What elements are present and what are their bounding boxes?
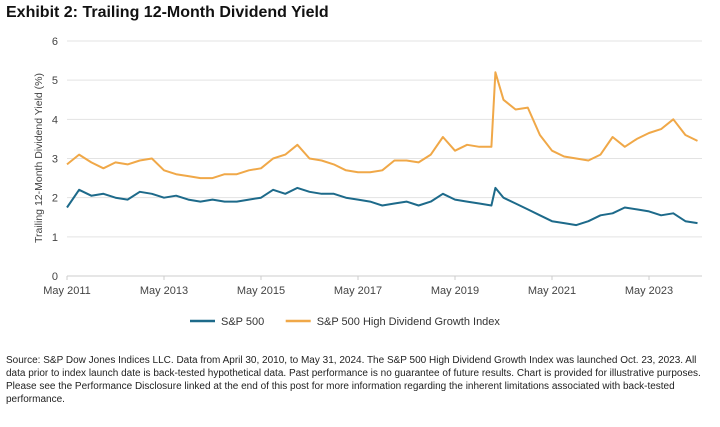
legend-label: S&P 500 [221, 316, 264, 328]
x-tick-label: May 2015 [237, 285, 285, 297]
y-tick-label: 3 [52, 154, 58, 166]
series-line [66, 186, 698, 227]
y-tick-label: 0 [52, 271, 58, 283]
chart-title: Exhibit 2: Trailing 12-Month Dividend Yi… [6, 4, 329, 21]
legend-label: S&P 500 High Dividend Growth Index [317, 316, 501, 328]
y-tick-label: 1 [52, 232, 58, 244]
y-tick-label: 6 [52, 36, 58, 48]
x-tick-label: May 2019 [431, 285, 479, 297]
y-tick-label: 4 [52, 114, 58, 126]
line-chart: 0 1 2 3 4 5 6 May 2011 May 2013 May 2015 May 2017 M… [33, 36, 702, 328]
x-tick-label: May 2013 [140, 285, 188, 297]
series-line [66, 71, 698, 180]
x-tick-label: May 2017 [334, 285, 382, 297]
y-axis-label: Trailing 12-Month Dividend Yield (%) [33, 73, 45, 243]
x-tick-label: May 2021 [528, 285, 576, 297]
y-tick-label: 2 [52, 193, 58, 205]
y-tick-label: 5 [52, 75, 58, 87]
x-tick-label: May 2023 [625, 285, 673, 297]
source-note: Source: S&P Dow Jones Indices LLC. Data … [6, 355, 701, 405]
x-tick-label: May 2011 [43, 285, 91, 297]
